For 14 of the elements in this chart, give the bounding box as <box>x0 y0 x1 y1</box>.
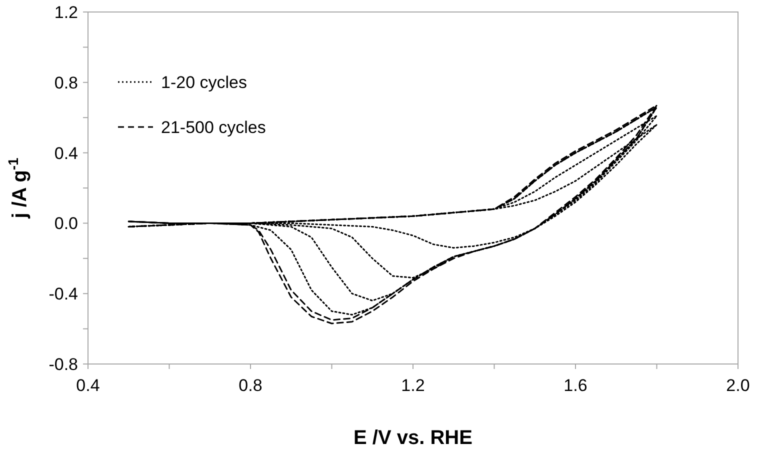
y-tick-label: 1.2 <box>54 3 78 22</box>
y-tick-label: 0.8 <box>54 73 78 92</box>
x-tick-label: 2.0 <box>726 376 750 395</box>
y-tick-label: -0.4 <box>48 284 78 304</box>
y-tick-label: 0.0 <box>54 214 78 234</box>
y-tick-label: -0.8 <box>48 355 78 374</box>
x-tick-label: 0.4 <box>76 376 100 395</box>
x-tick-label: 1.6 <box>564 376 588 395</box>
y-tick-label: 0.4 <box>54 144 78 163</box>
x-axis-title: E /V vs. RHE <box>354 427 472 449</box>
x-tick-label: 1.2 <box>401 376 425 395</box>
legend-label: 1-20 cycles <box>161 73 247 92</box>
x-tick-label: 0.8 <box>238 376 262 395</box>
legend-label: 21-500 cycles <box>161 118 266 137</box>
